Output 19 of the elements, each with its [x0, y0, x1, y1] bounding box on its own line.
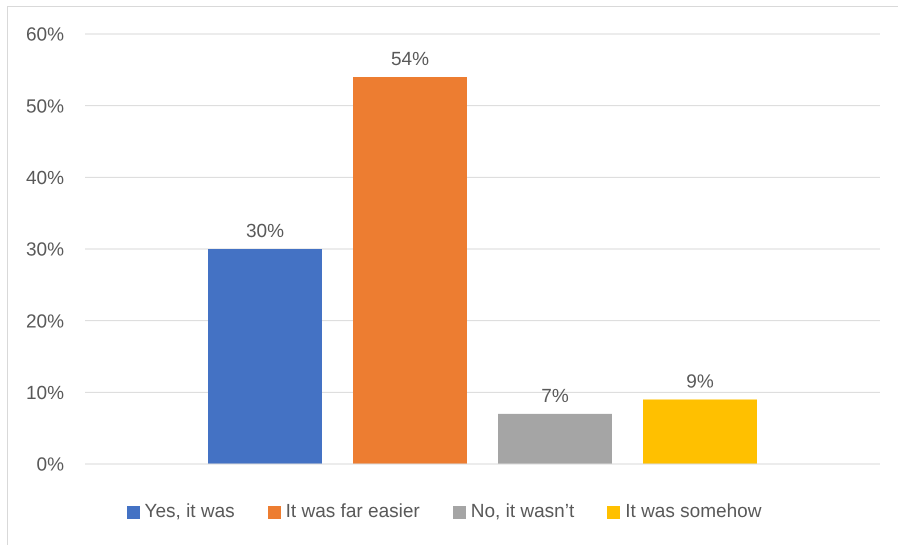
legend-label: Yes, it was — [144, 501, 235, 523]
data-label: 9% — [686, 372, 714, 392]
y-tick-label: 40% — [26, 168, 64, 190]
bar — [353, 77, 467, 464]
bar — [208, 249, 322, 464]
y-tick-label: 10% — [26, 383, 64, 404]
data-label: 7% — [541, 386, 569, 407]
data-label: 30% — [246, 221, 284, 242]
bar — [643, 400, 757, 464]
y-tick-label: 0% — [36, 454, 64, 476]
data-label: 54% — [390, 49, 430, 70]
legend-label: No, it wasn’t — [470, 501, 574, 523]
legend-label: It was somehow — [625, 501, 762, 523]
legend-label: It was far easier — [286, 501, 420, 523]
y-tick-label: 20% — [26, 311, 64, 332]
bar — [498, 414, 612, 464]
y-tick-label: 30% — [26, 240, 64, 261]
y-tick-label: 50% — [26, 96, 64, 118]
y-tick-label: 60% — [26, 24, 64, 46]
